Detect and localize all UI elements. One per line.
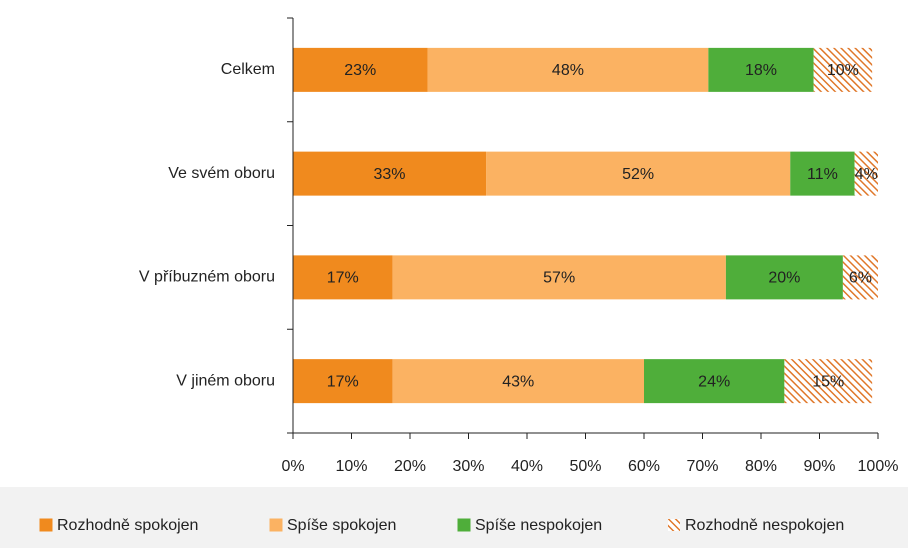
y-tick-label: Ve svém oboru — [168, 165, 275, 182]
bar-segment — [392, 255, 726, 300]
x-tick-label: 80% — [745, 458, 777, 475]
data-label: 18% — [745, 62, 777, 79]
data-label: 48% — [552, 62, 584, 79]
bar-segment — [854, 151, 878, 196]
x-tick-label: 10% — [335, 458, 367, 475]
legend-label: Spíše nespokojen — [475, 517, 602, 534]
data-label: 4% — [855, 166, 878, 183]
x-tick-label: 90% — [803, 458, 835, 475]
bar-segment — [293, 255, 393, 300]
x-tick-label: 60% — [628, 458, 660, 475]
bar-segment — [725, 255, 843, 300]
x-tick-label: 30% — [452, 458, 484, 475]
legend-marker — [668, 519, 680, 531]
bar-segment — [644, 359, 785, 404]
legend-marker — [39, 518, 53, 532]
x-tick-label: 40% — [511, 458, 543, 475]
data-label: 33% — [374, 166, 406, 183]
data-label: 15% — [812, 373, 844, 390]
y-tick-label: Celkem — [221, 61, 275, 78]
bar-segment — [486, 151, 791, 196]
bar-segment — [293, 151, 487, 196]
y-tick-label: V jiném oboru — [176, 372, 275, 389]
x-tick-label: 70% — [686, 458, 718, 475]
x-tick-label: 20% — [394, 458, 426, 475]
bar-segment — [427, 47, 709, 92]
x-tick-label: 100% — [858, 458, 899, 475]
data-label: 11% — [807, 166, 838, 183]
x-tick-label: 50% — [569, 458, 601, 475]
y-tick-label: V příbuzném oboru — [139, 269, 275, 286]
bar-segment — [293, 359, 393, 404]
data-label: 43% — [502, 373, 534, 390]
bar-segment — [790, 151, 855, 196]
data-label: 23% — [344, 62, 376, 79]
data-label: 57% — [543, 270, 575, 287]
legend-label: Rozhodně spokojen — [57, 517, 198, 534]
bar-segment — [784, 359, 873, 404]
data-label: 17% — [327, 373, 359, 390]
legend-label: Spíše spokojen — [287, 517, 396, 534]
bar-segment — [813, 47, 873, 92]
bar-segment — [708, 47, 814, 92]
data-label: 10% — [827, 62, 859, 79]
data-label: 24% — [698, 373, 730, 390]
legend-background — [0, 487, 908, 548]
data-label: 6% — [849, 270, 872, 287]
legend-label: Rozhodně nespokojen — [685, 517, 844, 534]
legend-marker — [269, 518, 283, 532]
legend-marker — [457, 518, 471, 532]
bar-segment — [842, 255, 878, 300]
bar-segment — [293, 47, 428, 92]
bar-segment — [392, 359, 644, 404]
x-tick-label: 0% — [281, 458, 304, 475]
data-label: 20% — [768, 270, 800, 287]
data-label: 17% — [327, 270, 359, 287]
data-label: 52% — [622, 166, 654, 183]
